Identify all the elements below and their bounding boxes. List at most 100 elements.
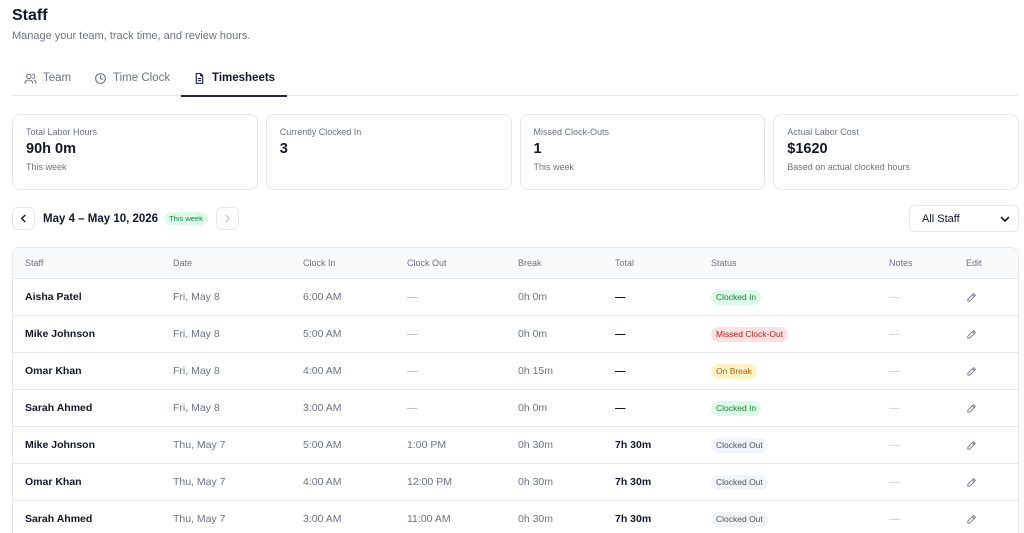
table-row: Mike Johnson Fri, May 8 5:00 AM — 0h 0m — Miss… xyxy=(13,316,1018,353)
previous-week-button[interactable] xyxy=(12,207,35,230)
edit-entry-button[interactable] xyxy=(966,501,977,533)
staff-name: Omar Khan xyxy=(25,365,82,377)
break-duration: 0h 30m xyxy=(518,476,554,488)
clock-in-time: 5:00 AM xyxy=(303,328,342,340)
table-header: Staff Date Clock In Clock Out Break Tota… xyxy=(13,248,1018,279)
pencil-icon xyxy=(967,367,976,376)
tab-time-clock-label: Time Clock xyxy=(113,72,171,84)
status-cell: Clocked Out xyxy=(711,501,768,533)
edit-entry-button[interactable] xyxy=(966,427,977,464)
clock-out-time: 12:00 PM xyxy=(407,476,452,488)
tab-team[interactable]: Team xyxy=(24,60,71,96)
card-value: $1620 xyxy=(787,141,828,157)
status-cell: Missed Clock-Out xyxy=(711,316,789,353)
pencil-icon xyxy=(967,441,976,450)
edit-entry-button[interactable] xyxy=(966,279,977,316)
clock-out-time: 1:00 PM xyxy=(407,439,447,451)
total-hours: — xyxy=(615,365,626,377)
tab-time-clock[interactable]: Time Clock xyxy=(94,60,170,96)
staff-name: Sarah Ahmed xyxy=(25,402,93,414)
clock-out-time: — xyxy=(407,365,418,377)
shift-date: Thu, May 7 xyxy=(173,476,226,488)
card-label: Currently Clocked In xyxy=(279,127,362,137)
week-navigator: May 4 – May 10, 2026 This week xyxy=(12,206,239,231)
staff-name: Mike Johnson xyxy=(25,328,96,340)
tab-timesheets[interactable]: Timesheets xyxy=(181,60,288,97)
summary-cards: Total Labor Hours 90h 0m This week Curre… xyxy=(12,114,1019,190)
clock-in-time: 6:00 AM xyxy=(303,291,342,303)
status-badge: Clocked Out xyxy=(711,512,768,527)
timesheet-table: Staff Date Clock In Clock Out Break Tota… xyxy=(12,247,1019,533)
card-subtext: This week xyxy=(26,162,67,172)
tab-team-label: Team xyxy=(43,72,72,84)
total-hours: — xyxy=(615,402,626,414)
pencil-icon xyxy=(967,515,976,524)
total-labor-hours-card: Total Labor Hours 90h 0m This week xyxy=(12,114,258,190)
notes-cell: — xyxy=(889,476,900,488)
status-cell: On Break xyxy=(711,353,757,390)
shift-date: Fri, May 8 xyxy=(173,291,220,303)
card-value: 90h 0m xyxy=(26,141,76,157)
table-row: Mike Johnson Thu, May 7 5:00 AM 1:00 PM 0h 3… xyxy=(13,427,1018,464)
break-duration: 0h 0m xyxy=(518,402,548,414)
page-subtitle: Manage your team, track time, and review… xyxy=(12,30,251,42)
actual-labor-cost-card: Actual Labor Cost $1620 Based on actual … xyxy=(773,114,1019,190)
clock-in-time: 4:00 AM xyxy=(303,476,342,488)
edit-entry-button[interactable] xyxy=(966,316,977,353)
column-header-notes: Notes xyxy=(889,258,913,268)
shift-date: Thu, May 7 xyxy=(173,439,226,451)
notes-cell: — xyxy=(889,513,900,525)
missed-clock-outs-card: Missed Clock-Outs 1 This week xyxy=(519,114,766,190)
card-label: Actual Labor Cost xyxy=(787,127,859,137)
total-hours: — xyxy=(615,328,626,340)
clock-out-time: — xyxy=(407,291,418,303)
edit-entry-button[interactable] xyxy=(966,390,977,427)
staff-filter-value: All Staff xyxy=(922,212,960,225)
pencil-icon xyxy=(967,404,976,413)
staff-name: Aisha Patel xyxy=(25,291,82,303)
edit-entry-button[interactable] xyxy=(966,464,977,501)
tab-bar: Team Time Clock Timesheets xyxy=(12,60,1018,97)
shift-date: Thu, May 7 xyxy=(173,513,226,525)
card-value: 1 xyxy=(533,141,542,157)
edit-entry-button[interactable] xyxy=(966,353,977,390)
table-row: Omar Khan Fri, May 8 4:00 AM — 0h 15m — On Bre… xyxy=(13,353,1018,390)
pencil-icon xyxy=(967,293,976,302)
chevron-down-icon xyxy=(1000,216,1010,222)
column-header-status: Status xyxy=(711,258,737,268)
break-duration: 0h 30m xyxy=(518,513,554,525)
clock-out-time: 11:00 AM xyxy=(407,513,451,525)
clock-in-time: 3:00 AM xyxy=(303,513,342,525)
status-badge: Clocked In xyxy=(711,290,762,305)
staff-filter-select[interactable]: All Staff xyxy=(909,205,1019,232)
status-cell: Clocked Out xyxy=(711,464,768,501)
card-subtext: Based on actual clocked hours xyxy=(787,162,910,172)
staff-name: Omar Khan xyxy=(25,476,82,488)
staff-name: Sarah Ahmed xyxy=(25,513,93,525)
pencil-icon xyxy=(967,478,976,487)
notes-cell: — xyxy=(889,402,900,414)
status-badge: Clocked Out xyxy=(711,475,768,490)
shift-date: Fri, May 8 xyxy=(173,365,220,377)
next-week-button[interactable] xyxy=(215,207,239,230)
column-header-break: Break xyxy=(518,258,542,268)
notes-cell: — xyxy=(889,291,900,303)
notes-cell: — xyxy=(889,439,900,451)
shift-date: Fri, May 8 xyxy=(173,402,220,414)
page-title: Staff xyxy=(12,7,48,24)
status-cell: Clocked Out xyxy=(711,427,768,464)
clock-in-time: 4:00 AM xyxy=(303,365,342,377)
this-week-badge: This week xyxy=(164,212,208,225)
notes-cell: — xyxy=(889,328,900,340)
pencil-icon xyxy=(967,330,976,339)
column-header-clock-in: Clock In xyxy=(303,258,336,268)
column-header-date: Date xyxy=(173,258,193,268)
users-icon xyxy=(24,73,37,84)
status-badge: Clocked Out xyxy=(711,438,768,453)
break-duration: 0h 30m xyxy=(518,439,554,451)
chevron-right-icon xyxy=(225,214,230,223)
column-header-staff: Staff xyxy=(25,258,44,268)
break-duration: 0h 0m xyxy=(518,328,548,340)
total-hours: — xyxy=(615,291,626,303)
column-header-edit: Edit xyxy=(966,258,982,268)
